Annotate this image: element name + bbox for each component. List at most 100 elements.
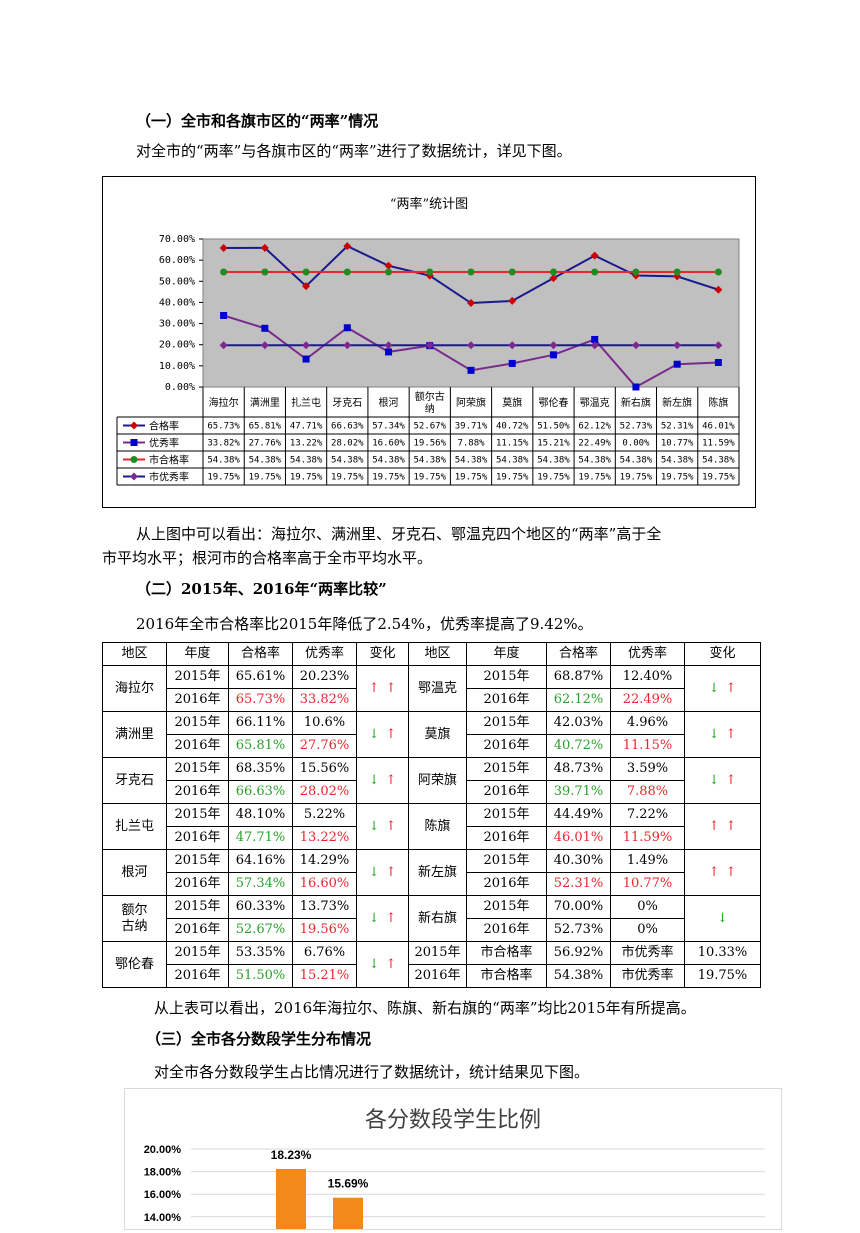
- data-cell: 57.34%: [372, 422, 405, 432]
- data-cell: 19.56%: [414, 439, 447, 449]
- table-cell: 44.49%: [546, 803, 611, 827]
- data-cell: 54.38%: [578, 456, 611, 466]
- two-rate-line-chart: “两率”统计图 70.00% 60.00% 50.00% 40.00% 30.00% 20…: [102, 176, 756, 508]
- table-cell: 16.60%: [292, 872, 357, 896]
- data-cell: 66.63%: [331, 422, 364, 432]
- category-label: 满洲里: [250, 397, 280, 409]
- table-cell: 2015年: [166, 941, 229, 965]
- table-cell: 6.76%: [292, 941, 357, 965]
- category-label: 额尔古: [415, 390, 445, 403]
- data-cell: 19.75%: [661, 473, 694, 483]
- table-cell: 0%: [610, 895, 685, 919]
- data-point: [591, 335, 599, 343]
- data-point: [632, 383, 640, 391]
- line-chart-svg: 70.00% 60.00% 50.00% 40.00% 30.00% 20.00% 10.0…: [116, 234, 740, 486]
- change-arrows: ↓ ↑: [684, 665, 761, 712]
- table-cell: 2015年: [166, 665, 229, 689]
- table-cell: 10.6%: [292, 711, 357, 735]
- y-tick-label: 20.00%: [144, 1144, 182, 1156]
- region-name: 陈旗: [408, 803, 467, 850]
- down-arrow-icon: ↓: [368, 818, 380, 834]
- table-cell: 15.56%: [292, 757, 357, 781]
- table-cell: 65.81%: [228, 734, 293, 758]
- data-cell: 65.73%: [207, 422, 240, 432]
- data-cell: 54.38%: [331, 456, 364, 466]
- data-point: [673, 272, 682, 281]
- data-point: [631, 341, 640, 350]
- table-cell: 42.03%: [546, 711, 611, 735]
- table-cell: 39.71%: [546, 780, 611, 804]
- data-cell: 54.38%: [455, 456, 488, 466]
- change-arrows: ↑ ↑: [684, 803, 761, 850]
- change-arrows: ↓ ↑: [356, 803, 409, 850]
- change-arrows: ↓ ↑: [356, 711, 409, 758]
- section3-intro: 对全市各分数段学生占比情况进行了数据统计，统计结果见下图。: [154, 1063, 590, 1081]
- category-label: 陈旗: [708, 396, 728, 409]
- data-point: [261, 324, 269, 332]
- up-arrow-icon: ↑: [725, 818, 737, 834]
- legend-marker: [130, 439, 138, 446]
- data-point: [467, 366, 475, 374]
- data-point: [714, 358, 722, 366]
- data-point: [302, 355, 310, 363]
- table-cell: 7.88%: [610, 780, 685, 804]
- table-cell: 15.21%: [292, 964, 357, 988]
- data-point: [219, 341, 228, 350]
- data-cell: 62.12%: [578, 422, 611, 432]
- section2-intro: 2016年全市合格率比2015年降低了2.54%，优秀率提高了9.42%。: [136, 615, 593, 633]
- table-cell: 40.72%: [546, 734, 611, 758]
- region-name: 新左旗: [408, 849, 467, 896]
- table-cell: 65.73%: [228, 688, 293, 712]
- up-arrow-icon: ↑: [385, 726, 397, 742]
- data-cell: 40.72%: [496, 422, 529, 432]
- section1-heading: （一）全市和各旗市区的“两率”情况: [136, 112, 379, 130]
- data-point: [632, 268, 640, 276]
- table-cell: 2015年: [166, 711, 229, 735]
- table-cell: 27.76%: [292, 734, 357, 758]
- data-point: [714, 268, 722, 276]
- data-cell: 15.21%: [537, 439, 570, 449]
- change-arrows: ↑ ↑: [684, 849, 761, 896]
- down-arrow-icon: ↓: [368, 726, 380, 742]
- data-cell: 19.75%: [331, 473, 364, 483]
- up-arrow-icon: ↑: [708, 818, 720, 834]
- data-cell: 19.75%: [249, 473, 282, 483]
- data-point: [673, 360, 681, 368]
- table-cell: 66.11%: [228, 711, 293, 735]
- data-cell: 54.38%: [661, 456, 694, 466]
- data-point: [220, 311, 228, 319]
- y-tick-label: 18.00%: [144, 1167, 182, 1179]
- data-point: [714, 341, 723, 350]
- category-label: 新右旗: [621, 396, 651, 409]
- data-cell: 27.76%: [249, 439, 282, 449]
- region-name: 莫旗: [408, 711, 467, 758]
- category-label: 新左旗: [662, 396, 692, 409]
- data-cell: 19.75%: [290, 473, 323, 483]
- data-point: [714, 285, 723, 294]
- table-cell: 40.30%: [546, 849, 611, 873]
- up-arrow-icon: ↑: [385, 818, 397, 834]
- data-point: [384, 261, 393, 270]
- data-cell: 22.49%: [578, 439, 611, 449]
- table-row: 2016年 52.67% 19.56% 2016年 52.73% 0%: [103, 918, 761, 942]
- data-cell: 19.75%: [537, 473, 570, 483]
- data-point: [384, 341, 393, 350]
- table-cell: 28.02%: [292, 780, 357, 804]
- data-cell: 54.38%: [414, 456, 447, 466]
- up-arrow-icon: ↑: [725, 680, 737, 696]
- data-point: [549, 341, 558, 350]
- table-cell: 2015年: [466, 849, 547, 873]
- table-cell: 19.56%: [292, 918, 357, 942]
- data-cell: 19.75%: [496, 473, 529, 483]
- data-point: [508, 341, 517, 350]
- data-cell: 19.75%: [372, 473, 405, 483]
- data-cell: 54.38%: [249, 456, 282, 466]
- table-cell: 2015年: [166, 895, 229, 919]
- y-tick-label: 20.00%: [159, 340, 195, 351]
- table-cell: 2015年: [166, 849, 229, 873]
- data-cell: 19.75%: [455, 473, 488, 483]
- column-header: 年度: [166, 642, 229, 666]
- data-cell: 54.38%: [372, 456, 405, 466]
- table-cell: 市合格率: [466, 941, 547, 965]
- legend-marker: [130, 456, 138, 463]
